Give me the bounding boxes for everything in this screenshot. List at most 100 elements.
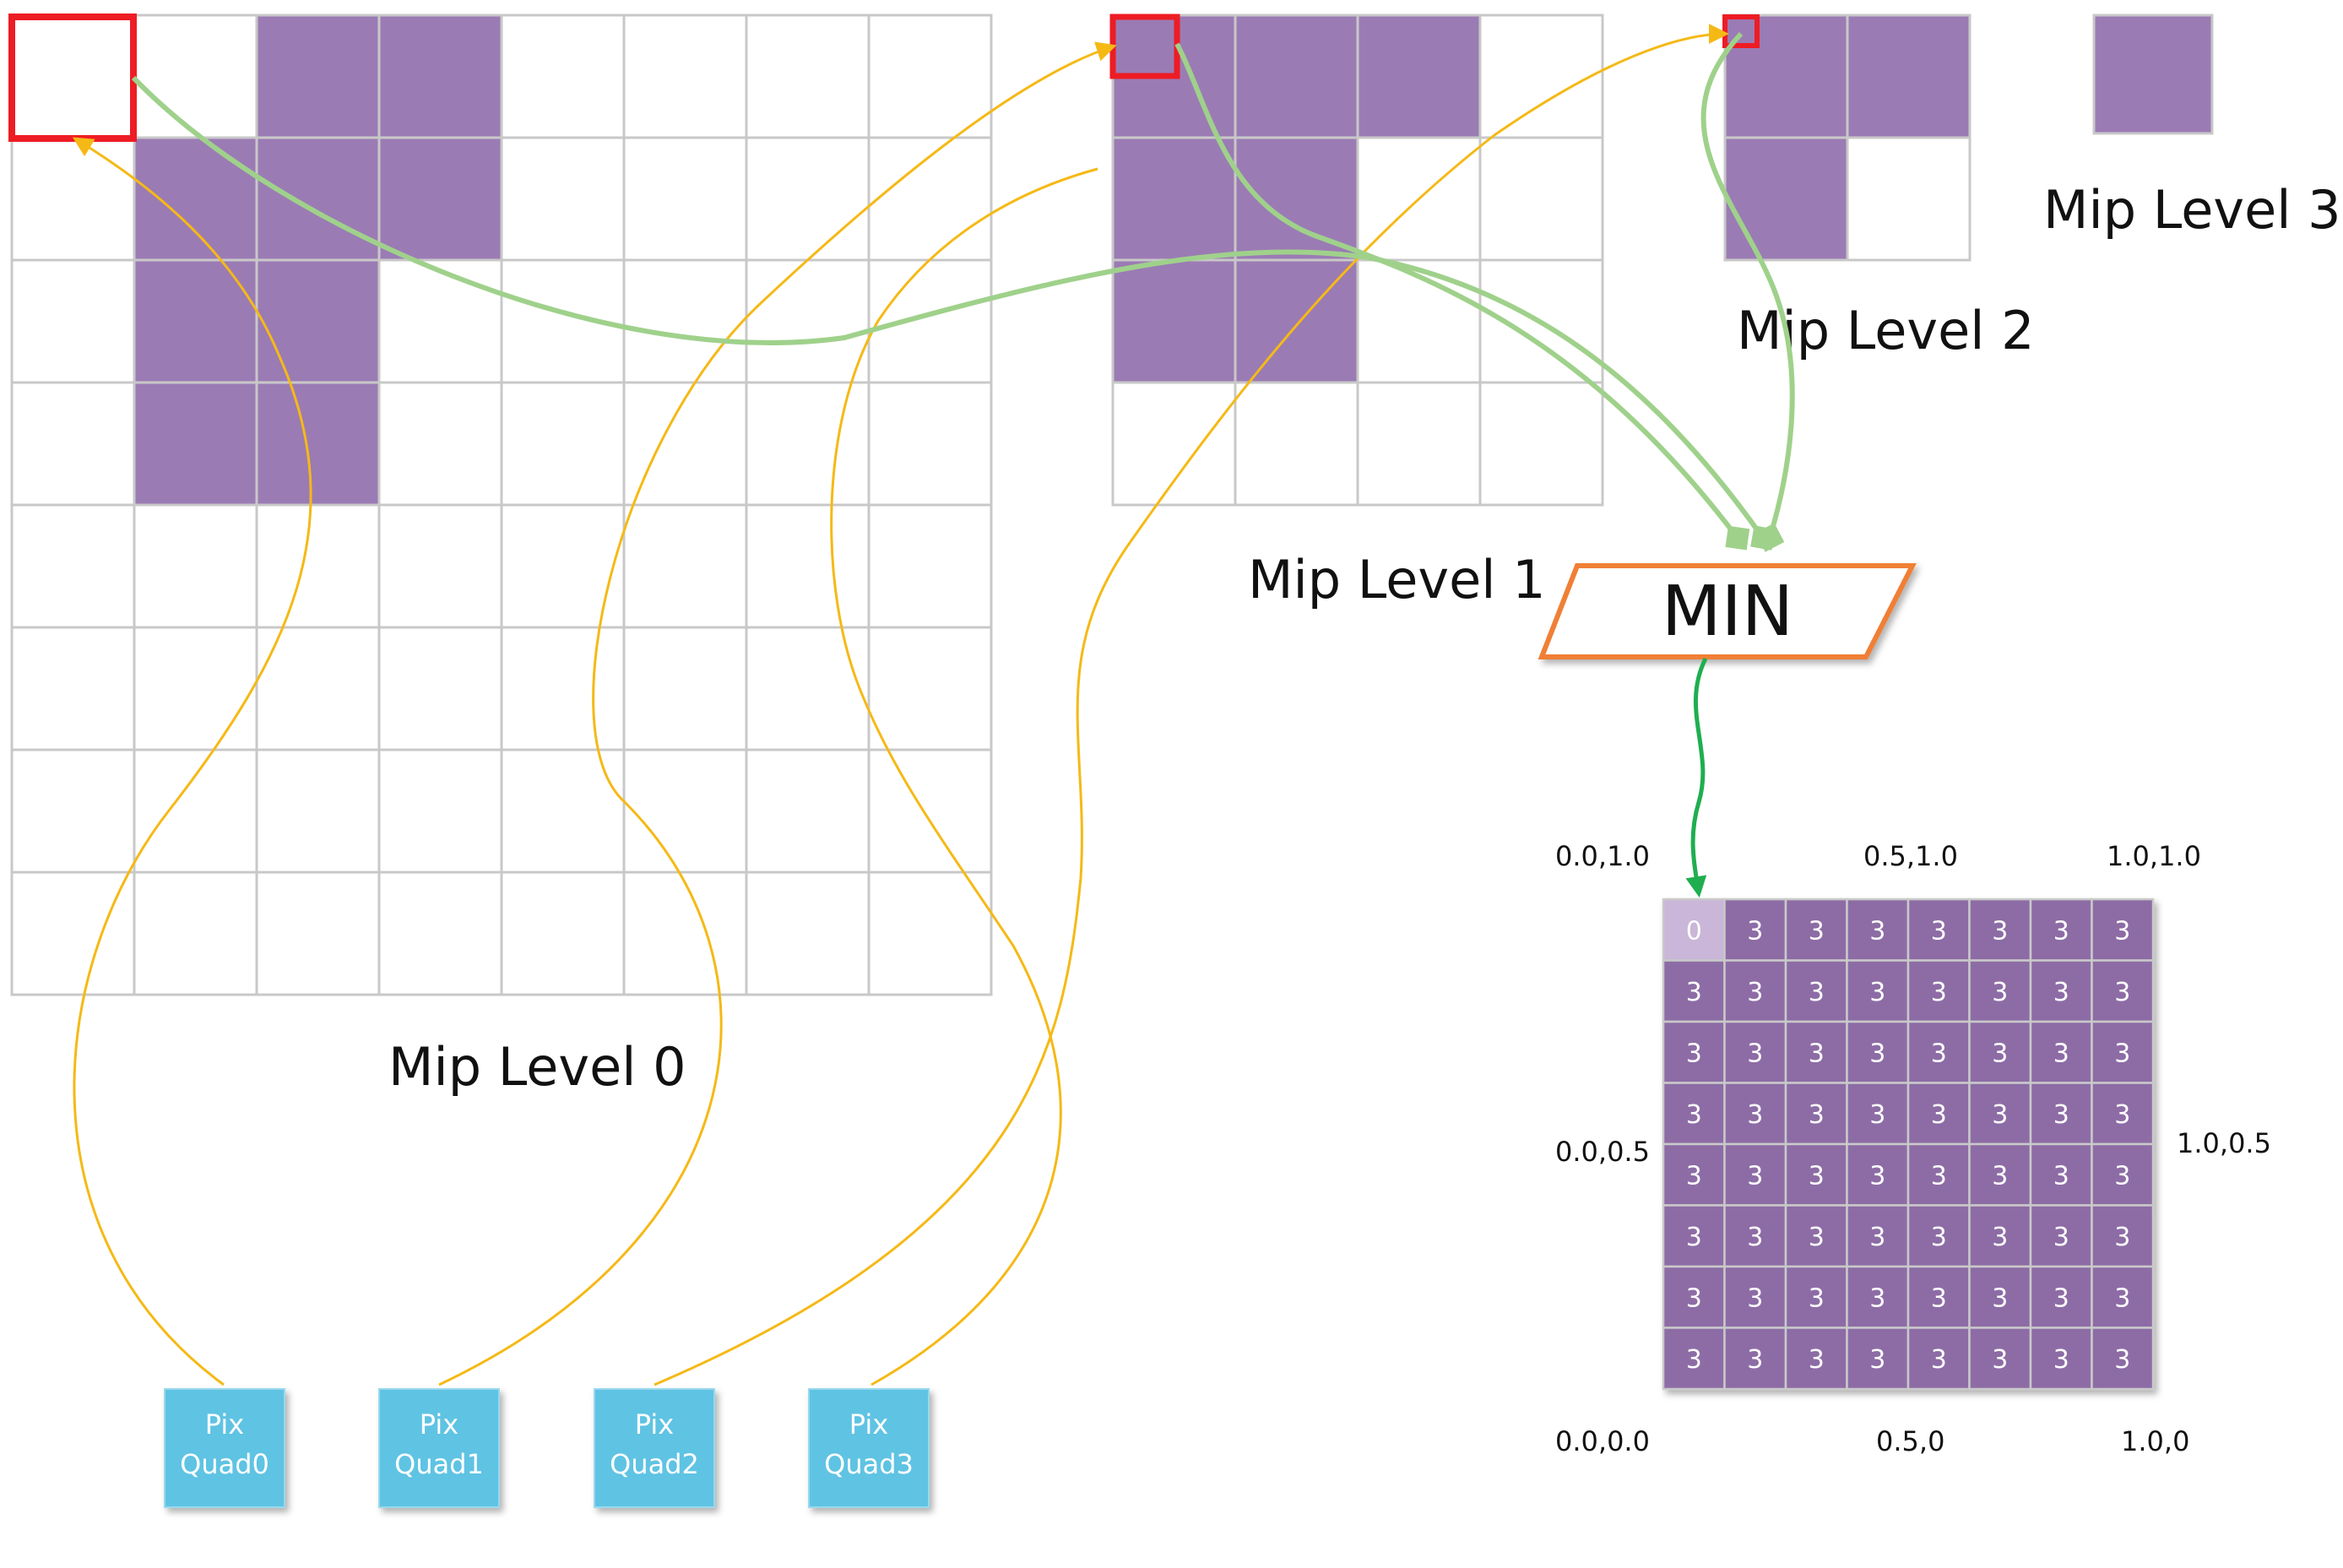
mip0-cell	[133, 381, 258, 507]
mip1-cell	[1478, 136, 1604, 262]
result-cell-value: 3	[1931, 1039, 1947, 1068]
mip0-cell	[867, 136, 993, 262]
result-cell	[1846, 898, 1910, 962]
result-cell-value: 3	[1747, 1161, 1763, 1191]
mip0-cell	[867, 503, 993, 629]
mip0-cell	[10, 748, 136, 874]
mip0-cell	[10, 14, 136, 139]
mip0-cell	[867, 626, 993, 751]
mip0-cell	[745, 503, 870, 629]
result-cell-value: 3	[2053, 1223, 2069, 1252]
mip2-cell	[1723, 136, 1849, 262]
result-cell-value: 3	[2114, 916, 2130, 946]
min-node	[1538, 563, 1917, 659]
result-cell-value: 3	[2114, 1161, 2130, 1191]
mip-level-0-grid	[10, 14, 993, 996]
result-cell-value: 3	[1809, 978, 1825, 1007]
mip0-cell	[133, 503, 258, 629]
mip0-cell	[622, 14, 748, 139]
result-cell-value: 3	[1931, 1345, 1947, 1375]
result-cell	[1906, 898, 1971, 962]
result-cell-value: 3	[1686, 1345, 1702, 1375]
mip0-cell	[10, 136, 136, 262]
result-cell-value: 3	[1992, 1283, 2008, 1313]
result-cell	[1723, 1265, 1787, 1329]
mip-level-2-grid	[1723, 14, 1971, 262]
result-cell-value: 3	[1809, 1100, 1825, 1130]
result-cell-value: 3	[1747, 1223, 1763, 1252]
mip2-cell	[1846, 136, 1971, 262]
quad-lookup-arrows	[72, 24, 1729, 1386]
result-cell-value: 3	[1992, 1039, 2008, 1068]
mip1-cell	[1356, 258, 1482, 384]
pix-quad-line2: Quad0	[180, 1448, 269, 1480]
mip0-cell	[622, 258, 748, 384]
mip0-cell	[10, 871, 136, 996]
result-cell	[2091, 1020, 2155, 1084]
result-cell-value: 3	[2053, 1039, 2069, 1068]
result-cell-value: 3	[1809, 1283, 1825, 1313]
mip0-cell	[133, 258, 258, 384]
coord-bottom-left: 0.0,0.0	[1555, 1425, 1650, 1457]
mip0-cell	[255, 14, 381, 139]
result-cell	[1968, 898, 2032, 962]
result-cell	[1662, 1204, 1726, 1268]
mip1-cell	[1234, 136, 1359, 262]
result-cell-value: 3	[1931, 916, 1947, 946]
result-cell	[1662, 1082, 1726, 1146]
result-cell	[2029, 1020, 2093, 1084]
result-cell-value: 3	[1809, 1223, 1825, 1252]
pix-quad-line1: Pix	[420, 1408, 458, 1440]
coord-bottom-mid: 0.5,0	[1876, 1425, 1944, 1457]
result-cell-value: 3	[1869, 1161, 1885, 1191]
mip0-cell	[867, 258, 993, 384]
result-cell	[1846, 959, 1910, 1023]
mip0-cell	[133, 136, 258, 262]
mip0-cell	[622, 136, 748, 262]
mip0-cell	[377, 381, 503, 507]
result-cell	[1784, 1204, 1848, 1268]
mip0-cell	[377, 626, 503, 751]
result-cell	[1784, 1082, 1848, 1146]
result-cell-value: 0	[1686, 916, 1702, 946]
mip0-cell	[10, 626, 136, 751]
result-cell-value: 3	[1869, 1283, 1885, 1313]
mip0-cell	[377, 503, 503, 629]
mip0-cell	[133, 871, 258, 996]
coord-top-mid: 0.5,1.0	[1863, 840, 1958, 872]
mip0-cell	[745, 871, 870, 996]
result-cell-value: 3	[1747, 1283, 1763, 1313]
mip0-cell	[500, 14, 626, 139]
result-cell	[1906, 1265, 1971, 1329]
coord-mid-right: 1.0,0.5	[2177, 1127, 2271, 1159]
min-result-grid: 0 3 3 3 3 3 3 3 3 3 3 3 3 3 3 3 3 3 3 3 3 3 3 3 3 3 3 3 3 3 3 3 3 3 3 3 3 3 3 3…	[1662, 898, 2155, 1391]
mip0-cell	[867, 871, 993, 996]
result-cell	[2091, 1327, 2155, 1391]
result-cell-value: 3	[1992, 1223, 2008, 1252]
mip1-cell	[1234, 381, 1359, 507]
result-cell-value: 3	[2114, 978, 2130, 1007]
mip0-cell	[133, 626, 258, 751]
result-cell	[1784, 1265, 1848, 1329]
mip1-cell	[1234, 14, 1359, 139]
mip0-cell	[255, 871, 381, 996]
result-cell	[1784, 1020, 1848, 1084]
result-cell	[1968, 959, 2032, 1023]
result-cell-value: 3	[1747, 1345, 1763, 1375]
result-cell-value: 3	[1992, 1161, 2008, 1191]
result-cell	[1968, 1265, 2032, 1329]
mip0-cell	[255, 258, 381, 384]
result-cell	[1784, 1327, 1848, 1391]
mip0-cell	[10, 503, 136, 629]
result-cell	[1723, 1020, 1787, 1084]
result-cell	[1906, 1142, 1971, 1207]
mip1-cell	[1478, 381, 1604, 507]
result-cell	[1723, 1082, 1787, 1146]
mip-level-3-grid	[2092, 14, 2214, 135]
result-cell	[1968, 1142, 2032, 1207]
mip0-cell	[745, 748, 870, 874]
result-cell	[1723, 1327, 1787, 1391]
mip0-cell	[745, 14, 870, 139]
result-cell	[1662, 1142, 1726, 1207]
mip-level-3-label: Mip Level 3	[2043, 179, 2341, 241]
